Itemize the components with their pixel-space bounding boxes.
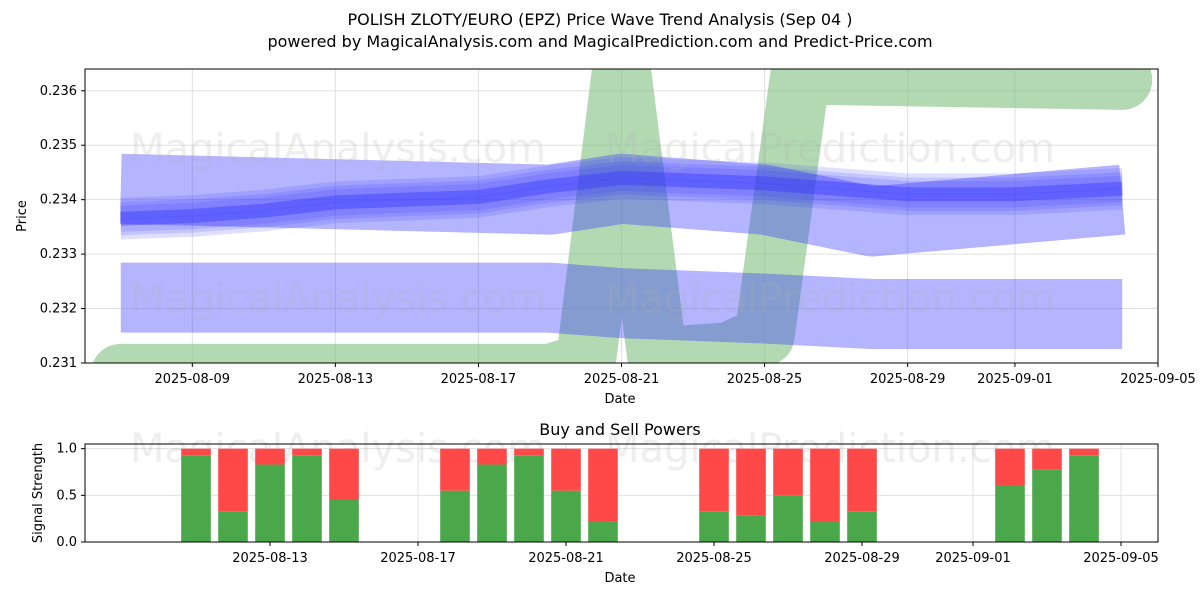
watermark-text: MagicalAnalysis.com	[130, 126, 546, 172]
price-y-tick-label: 0.232	[40, 302, 77, 317]
price-x-tick-label: 2025-08-29	[870, 372, 946, 387]
buy-bar	[736, 515, 766, 542]
signal-plot-frame	[84, 443, 1159, 543]
buy-bar	[477, 464, 507, 542]
sell-bar	[1069, 448, 1099, 456]
price-ticks: 2025-08-09 2025-08-13 2025-08-17 2025-08-21…	[40, 84, 1196, 387]
price-wave-layer	[120, 161, 1123, 220]
price-panel: MagicalAnalysis.com MagicalPrediction.com…	[15, 68, 1196, 407]
sell-bar	[477, 448, 507, 465]
chart-subtitle: powered by MagicalAnalysis.com and Magic…	[267, 32, 932, 51]
sell-bar	[847, 448, 877, 512]
buy-bar	[218, 511, 248, 542]
price-x-tick-label: 2025-08-21	[584, 372, 660, 387]
price-watermarks: MagicalAnalysis.com MagicalPrediction.com…	[130, 126, 1055, 322]
price-wave-layer	[120, 164, 1123, 226]
signal-x-tick-label: 2025-09-01	[935, 551, 1011, 566]
price-y-tick-label: 0.231	[40, 356, 77, 371]
signal-x-tick-label: 2025-08-25	[676, 551, 752, 566]
price-x-tick-label: 2025-08-17	[441, 372, 517, 387]
buy-bar	[588, 521, 618, 542]
buy-bar	[847, 511, 877, 542]
price-bands	[93, 69, 1153, 363]
signal-x-tick-label: 2025-08-17	[380, 551, 456, 566]
sell-bar	[995, 448, 1025, 486]
sell-bar	[181, 448, 211, 456]
sell-bar	[736, 448, 766, 516]
sell-bar	[440, 448, 470, 491]
signal-ticks: 2025-08-13 2025-08-17 2025-08-21 2025-08-25…	[56, 442, 1158, 566]
price-y-tick-label: 0.233	[40, 247, 77, 262]
watermark-text: MagicalPrediction.com	[605, 126, 1055, 172]
sell-bar	[551, 448, 581, 491]
signal-bars	[181, 448, 1099, 542]
buy-bar	[699, 511, 729, 542]
buy-bar	[1069, 455, 1099, 542]
signal-x-tick-label: 2025-08-13	[232, 551, 308, 566]
sell-bar	[514, 448, 544, 456]
price-x-tick-label: 2025-09-01	[977, 372, 1053, 387]
buy-bar	[514, 455, 544, 542]
sell-bar	[773, 448, 803, 496]
price-x-tick-label: 2025-08-13	[298, 372, 374, 387]
buy-bar	[292, 455, 322, 542]
sell-bar	[588, 448, 618, 522]
signal-y-tick-label: 0.0	[56, 535, 77, 550]
sell-bar	[810, 448, 840, 522]
buy-bar	[773, 495, 803, 542]
price-y-tick-label: 0.235	[40, 138, 77, 153]
sell-bar	[699, 448, 729, 512]
buy-bar	[181, 455, 211, 542]
price-series-group	[93, 69, 1153, 363]
buy-bar	[995, 486, 1025, 542]
price-y-axis-label: Price	[15, 200, 30, 232]
signal-y-tick-label: 1.0	[56, 442, 77, 457]
signal-x-tick-label: 2025-08-29	[824, 551, 900, 566]
signal-x-axis-label: Date	[604, 571, 635, 586]
buy-bar	[810, 521, 840, 542]
signal-y-tick-label: 0.5	[56, 488, 77, 503]
buy-bar	[255, 464, 285, 542]
chart-title: POLISH ZLOTY/EURO (EPZ) Price Wave Trend…	[347, 10, 852, 29]
green-wave-band	[93, 69, 1153, 363]
sell-bar	[255, 448, 285, 465]
watermark-text: MagicalAnalysis.com	[130, 276, 546, 322]
price-wave-line	[120, 170, 1123, 226]
sell-bar	[1032, 448, 1062, 470]
sell-bar	[292, 448, 322, 456]
price-x-tick-label: 2025-08-09	[155, 372, 231, 387]
price-y-tick-label: 0.236	[40, 84, 77, 99]
price-wave-layer	[120, 170, 1123, 232]
price-y-tick-label: 0.234	[40, 193, 77, 208]
signal-panel: Buy and Sell Powers MagicalAnalysis.comM…	[31, 420, 1159, 586]
price-x-tick-label: 2025-09-05	[1120, 372, 1196, 387]
watermark-text: MagicalPrediction.com	[605, 276, 1055, 322]
signal-chart-title: Buy and Sell Powers	[539, 420, 701, 439]
lower-channel-band	[120, 262, 1123, 349]
upper-channel-band	[119, 153, 1126, 257]
price-x-tick-label: 2025-08-25	[727, 372, 803, 387]
buy-bar	[551, 490, 581, 542]
price-wave-layer	[120, 157, 1123, 212]
price-wave-layer	[120, 185, 1123, 240]
signal-y-axis-label: Signal Strength	[31, 443, 46, 543]
price-wave-layer	[120, 177, 1123, 236]
signal-x-tick-label: 2025-09-05	[1083, 551, 1159, 566]
signal-x-tick-label: 2025-08-21	[528, 551, 604, 566]
buy-bar	[440, 490, 470, 542]
buy-bar	[329, 500, 359, 542]
sell-bar	[329, 448, 359, 500]
buy-bar	[1032, 469, 1062, 542]
price-x-axis-label: Date	[604, 392, 635, 407]
sell-bar	[218, 448, 248, 512]
